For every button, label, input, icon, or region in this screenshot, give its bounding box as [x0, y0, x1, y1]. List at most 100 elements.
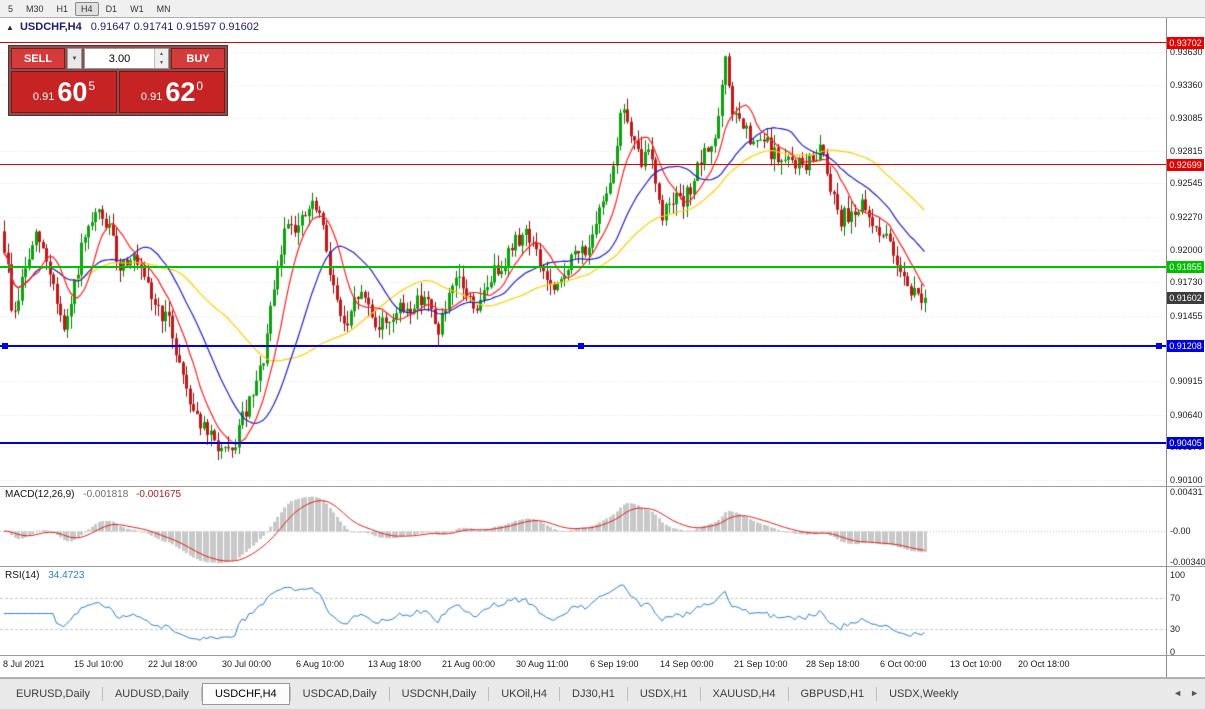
line-drag-handle[interactable] — [1156, 342, 1162, 349]
tab-separator — [488, 687, 490, 701]
price-axis-tick: 0.91730 — [1170, 277, 1203, 288]
rsi-label: RSI(14) 34.4723 — [5, 570, 84, 581]
line-drag-handle[interactable] — [2, 342, 8, 349]
rsi-pane-canvas[interactable] — [0, 568, 1166, 655]
chart-tab-xauusd-h4[interactable]: XAUUSD,H4 — [712, 688, 776, 700]
macd-axis-tick: -0.00340 — [1170, 557, 1205, 567]
rsi-value: 34.4723 — [48, 570, 85, 581]
time-axis-label: 15 Jul 10:00 — [74, 659, 124, 669]
time-axis-label: 6 Aug 10:00 — [296, 659, 345, 669]
volume-down-icon[interactable]: ▼ — [155, 58, 168, 68]
current-price-label: 0.91602 — [1167, 291, 1204, 304]
chart-bottom-border — [0, 677, 1205, 678]
time-axis-label: 13 Oct 10:00 — [950, 659, 1002, 669]
macd-name: MACD(12,26,9) — [5, 489, 75, 500]
line-drag-handle[interactable] — [578, 342, 584, 349]
chart-tab-usdchf-h4[interactable]: USDCHF,H4 — [201, 683, 290, 705]
tab-separator — [388, 687, 390, 701]
pane-separator[interactable] — [0, 566, 1205, 567]
tab-separator — [559, 687, 561, 701]
price-axis-tick: 0.92545 — [1170, 178, 1203, 189]
chart-tabs: EURUSD,Daily AUDUSD,Daily USDCHF,H4 USDCAD,… — [4, 683, 971, 705]
price-axis-tick: 0.92270 — [1170, 211, 1203, 222]
time-axis-label: 6 Sep 19:00 — [590, 659, 639, 669]
timeframe-button-d1[interactable]: D1 — [105, 3, 118, 14]
buy-price-box[interactable]: 0.91 62 0 — [119, 71, 225, 113]
macd-pane-canvas[interactable] — [0, 488, 1166, 566]
macd-axis-tick: -0.00 — [1170, 526, 1191, 537]
macd-axis-tick: 0.00431 — [1170, 486, 1203, 497]
time-axis-label: 22 Jul 18:00 — [148, 659, 198, 669]
sell-button[interactable]: SELL — [11, 48, 65, 69]
horizontal-line-0.90405[interactable] — [0, 442, 1166, 445]
tab-nav-left-icon[interactable]: ◄ — [1173, 688, 1183, 698]
trade-options-dropdown-icon[interactable]: ▼ — [67, 48, 82, 69]
tab-nav-right-icon[interactable]: ► — [1190, 688, 1199, 698]
price-axis-tick: 0.92000 — [1170, 244, 1203, 255]
volume-input[interactable] — [85, 49, 154, 68]
buy-price-big: 62 — [165, 76, 196, 107]
timeframe-button-h4[interactable]: H4 — [75, 1, 99, 16]
macd-main-value: -0.001818 — [83, 489, 129, 500]
timeframe-button-5[interactable]: 5 — [8, 3, 14, 14]
buy-price-small: 0.91 — [140, 91, 163, 103]
timeframe-button-w1[interactable]: W1 — [130, 3, 144, 14]
tab-separator — [626, 687, 628, 701]
rsi-name: RSI(14) — [5, 570, 40, 581]
tab-separator — [101, 687, 103, 701]
pane-separator[interactable] — [0, 486, 1205, 487]
horizontal-line-0.92699[interactable] — [0, 163, 1166, 165]
rsi-axis-tick: 100 — [1170, 570, 1186, 580]
chart-symbol-period: USDCHF,H4 — [19, 21, 82, 33]
price-axis-tick: 0.90100 — [1170, 475, 1203, 486]
pane-separator[interactable] — [0, 655, 1205, 656]
rsi-axis-tick: 70 — [1170, 593, 1181, 604]
chart-tab-gbpusd-h1[interactable]: GBPUSD,H1 — [800, 688, 865, 700]
price-axis-tick: 0.93085 — [1170, 112, 1203, 123]
chart-ohlc-title: ▲ USDCHF,H4 0.91647 0.91741 0.91597 0.91… — [6, 21, 259, 33]
chart-tab-usdcad-daily[interactable]: USDCAD,Daily — [302, 688, 377, 700]
time-axis-label: 13 Aug 18:00 — [368, 659, 422, 669]
timeframe-button-h1[interactable]: H1 — [56, 3, 69, 14]
price-axis-tick: 0.91455 — [1170, 310, 1203, 321]
sell-price-box[interactable]: 0.91 60 5 — [11, 71, 117, 113]
chart-tab-usdx-h1[interactable]: USDX,H1 — [639, 688, 688, 700]
timeframe-button-mn[interactable]: MN — [156, 3, 171, 14]
chart-tab-usdx-weekly[interactable]: USDX,Weekly — [889, 688, 959, 700]
time-axis-label: 14 Sep 00:00 — [660, 659, 714, 669]
price-level-label: 0.92699 — [1167, 158, 1204, 171]
sell-price-sup: 5 — [88, 79, 96, 93]
time-axis-label: 8 Jul 2021 — [3, 659, 45, 669]
chart-tab-eurusd-daily[interactable]: EURUSD,Daily — [16, 688, 90, 700]
macd-signal-value: -0.001675 — [136, 489, 182, 500]
volume-stepper: ▲ ▼ — [154, 49, 168, 68]
one-click-trading-panel: SELL ▼ ▲ ▼ BUY 0.91 60 5 0.91 62 0 — [8, 45, 228, 116]
timeframe-button-m30[interactable]: M30 — [26, 3, 44, 14]
collapse-panel-icon[interactable]: ▲ — [6, 23, 14, 32]
price-level-label: 0.90405 — [1167, 437, 1204, 450]
rsi-axis-tick: 0 — [1170, 646, 1176, 657]
time-axis-label: 20 Oct 18:00 — [1018, 659, 1070, 669]
price-axis-tick: 0.90915 — [1170, 376, 1203, 387]
time-axis-label: 6 Oct 00:00 — [880, 659, 927, 669]
price-axis-tick: 0.90640 — [1170, 409, 1203, 420]
price-axis-tick: 0.93630 — [1170, 46, 1203, 57]
price-level-label: 0.91208 — [1167, 339, 1204, 352]
tab-separator — [876, 687, 878, 701]
tab-separator — [289, 687, 291, 701]
horizontal-line-0.91855[interactable] — [0, 266, 1166, 269]
volume-up-icon[interactable]: ▲ — [155, 49, 168, 59]
chart-tab-dj30-h1[interactable]: DJ30,H1 — [572, 688, 615, 700]
buy-button[interactable]: BUY — [171, 48, 225, 69]
chart-tab-ukoil-h4[interactable]: UKOil,H4 — [501, 688, 548, 700]
tab-separator — [699, 687, 701, 701]
sell-price-big: 60 — [57, 76, 88, 107]
chart-tabbar: EURUSD,Daily AUDUSD,Daily USDCHF,H4 USDCAD,… — [0, 678, 1205, 709]
chart-tab-audusd-daily[interactable]: AUDUSD,Daily — [114, 688, 189, 700]
buy-price-sup: 0 — [196, 79, 204, 93]
chart-tab-usdcnh-daily[interactable]: USDCNH,Daily — [401, 688, 477, 700]
horizontal-line-0.93702[interactable] — [0, 42, 1166, 44]
tab-separator — [200, 687, 202, 701]
price-axis-tick: 0.93360 — [1170, 79, 1203, 90]
